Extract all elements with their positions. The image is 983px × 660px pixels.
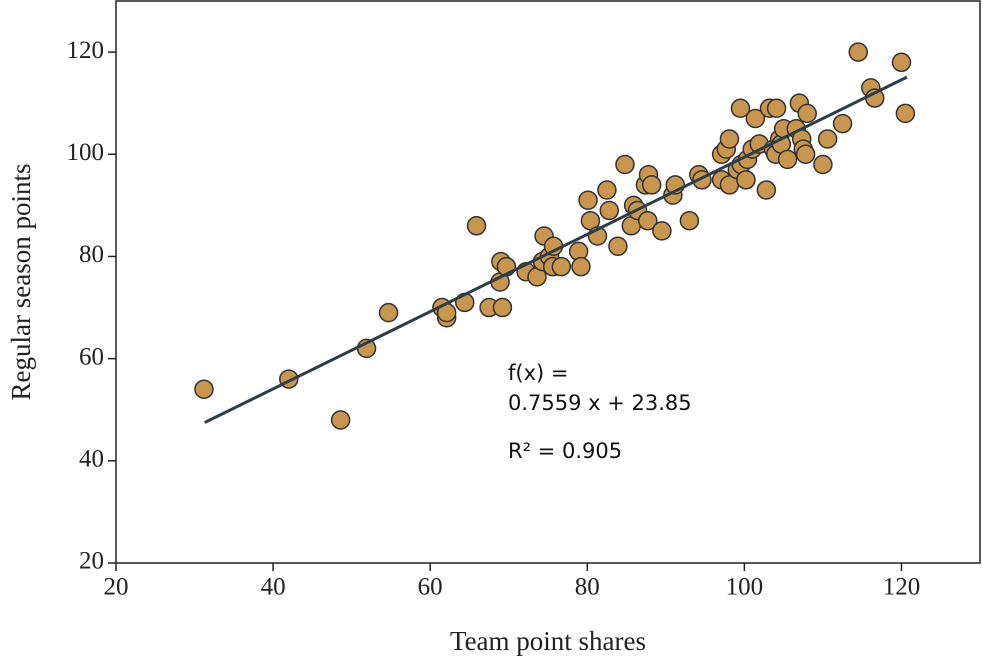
point — [194, 379, 214, 400]
point — [551, 256, 572, 277]
point — [832, 113, 853, 134]
point — [848, 42, 869, 62]
point — [466, 216, 487, 236]
point — [795, 144, 816, 165]
point — [641, 175, 662, 195]
point — [378, 302, 399, 323]
y-tick-label: 80 — [79, 241, 104, 268]
point — [330, 410, 351, 430]
x-tick-label: 120 — [883, 574, 921, 601]
point — [813, 154, 833, 175]
x-tick-label: 60 — [418, 574, 443, 601]
annotation: f(x) = — [508, 361, 568, 385]
point — [578, 190, 598, 211]
point — [756, 180, 777, 200]
point — [599, 200, 620, 221]
point — [895, 103, 916, 124]
annotation: R² = 0.905 — [508, 439, 622, 463]
point — [652, 221, 672, 241]
point — [679, 210, 700, 231]
y-axis-label: Regular season points — [6, 164, 36, 401]
point — [736, 170, 756, 190]
point — [719, 129, 740, 149]
point — [597, 180, 617, 200]
fit-line — [204, 75, 908, 424]
y-tick-label: 100 — [67, 139, 105, 166]
point — [638, 210, 658, 231]
x-tick-label: 20 — [104, 574, 129, 601]
annotation: 0.7559 x + 23.85 — [508, 391, 692, 415]
point — [608, 236, 628, 256]
point — [766, 98, 787, 119]
x-axis-label: Team point shares — [450, 626, 646, 656]
y-tick-label: 60 — [79, 343, 104, 370]
point — [797, 103, 817, 124]
point — [745, 108, 766, 129]
point — [891, 52, 912, 73]
y-tick-label: 120 — [67, 37, 105, 64]
y-tick-label: 20 — [79, 548, 104, 575]
point — [571, 256, 591, 277]
x-tick-label: 100 — [726, 574, 764, 601]
point — [817, 129, 838, 149]
y-tick-label: 40 — [79, 446, 104, 473]
point — [730, 98, 751, 119]
point — [615, 154, 635, 175]
point — [777, 149, 798, 170]
x-tick-label: 40 — [261, 574, 286, 601]
x-tick-label: 80 — [575, 574, 600, 601]
plot-frame — [115, 0, 981, 564]
point — [492, 297, 513, 318]
